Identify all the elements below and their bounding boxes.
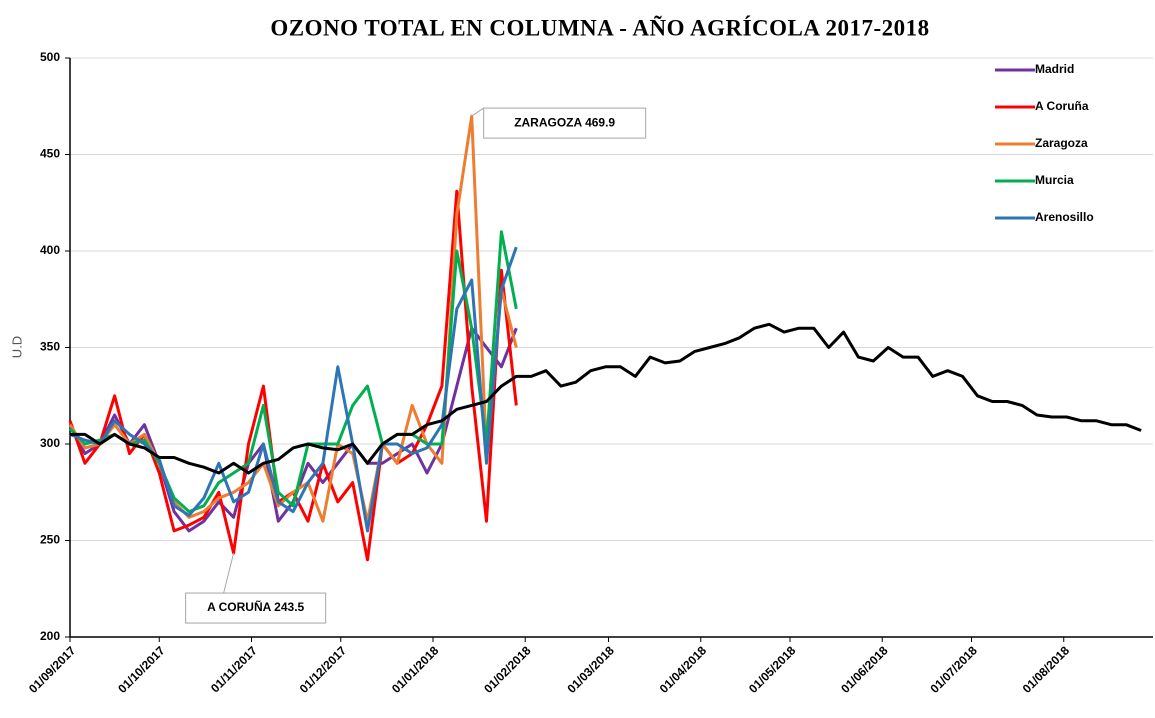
- x-tick-label: 01/06/2018: [838, 643, 891, 696]
- x-tick-label: 01/07/2018: [928, 643, 981, 696]
- x-tick-label: 01/03/2018: [565, 643, 618, 696]
- x-tick-label: 01/11/2017: [208, 643, 260, 695]
- x-tick-label: 01/01/2018: [389, 643, 442, 696]
- callout-label: ZARAGOZA 469.9: [514, 115, 615, 129]
- callout-label: A CORUÑA 243.5: [207, 599, 304, 614]
- y-tick-label: 500: [40, 50, 60, 64]
- x-tick-label: 01/02/2018: [481, 643, 534, 696]
- callout-leader: [223, 552, 235, 594]
- x-tick-label: 01/04/2018: [657, 643, 710, 696]
- legend-label: Zaragoza: [1035, 136, 1088, 150]
- y-tick-label: 350: [40, 340, 60, 354]
- y-tick-label: 200: [40, 629, 60, 643]
- series-line: [68, 114, 518, 523]
- callout-box: [185, 592, 327, 624]
- series-line: [70, 322, 1142, 475]
- x-tick-label: 01/12/2017: [297, 643, 350, 696]
- legend-label: A Coruña: [1035, 99, 1089, 113]
- legend-label: Arenosillo: [1035, 210, 1094, 224]
- y-tick-label: 300: [40, 436, 60, 450]
- x-tick-label: 01/08/2018: [1020, 643, 1073, 696]
- y-axis-label: U.D: [9, 336, 24, 358]
- x-tick-label: 01/05/2018: [746, 643, 799, 696]
- legend-label: Madrid: [1035, 62, 1074, 76]
- x-tick-label: 01/10/2017: [115, 643, 168, 696]
- y-tick-label: 400: [40, 243, 60, 257]
- y-tick-label: 450: [40, 147, 60, 161]
- x-tick-label: 01/09/2017: [26, 643, 79, 696]
- series-line: [69, 246, 518, 533]
- callout-leader: [471, 107, 484, 117]
- legend-label: Murcia: [1035, 173, 1074, 187]
- callout-box: [483, 107, 647, 139]
- series-line: [68, 230, 518, 514]
- y-tick-label: 250: [40, 533, 60, 547]
- chart-title: OZONO TOTAL EN COLUMNA - AÑO AGRÍCOLA 20…: [270, 15, 929, 40]
